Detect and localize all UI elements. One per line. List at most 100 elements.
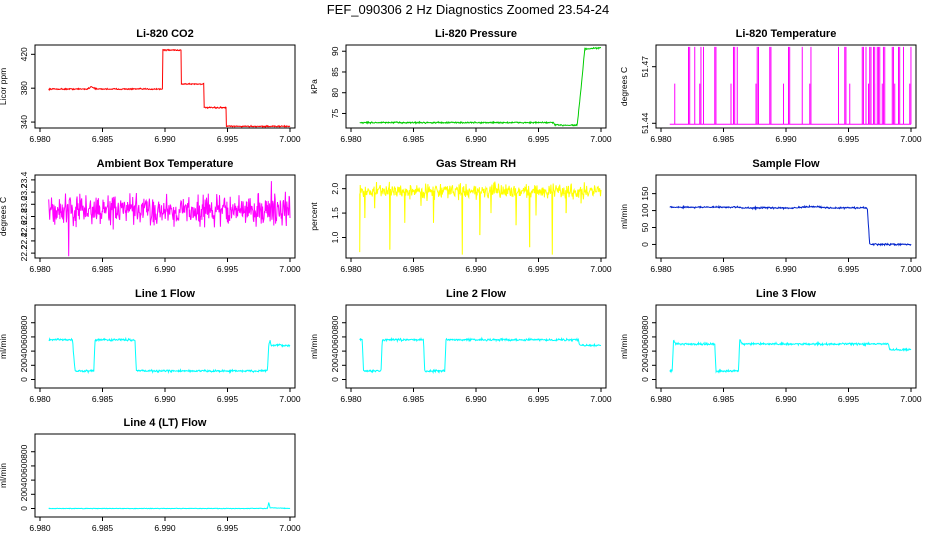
y-tick-label: 200: [19, 487, 29, 501]
y-tick-label: 1.5: [330, 207, 340, 219]
x-tick-label: 6.985: [713, 134, 735, 144]
y-tick-label: 90: [330, 46, 340, 56]
y-tick-label: 22.4: [19, 232, 29, 249]
plot-frame: [34, 304, 296, 389]
y-tick-label: 100: [640, 203, 650, 217]
x-tick-label: 6.980: [340, 264, 362, 274]
y-tick-label: 51.47: [640, 56, 650, 78]
y-axis-label: ml/min: [309, 334, 319, 359]
x-tick-label: 6.985: [713, 394, 735, 404]
y-tick-label: 23.4: [19, 171, 29, 188]
y-tick-label: 1.0: [330, 231, 340, 243]
panel-title: Line 4 (LT) Flow: [124, 417, 207, 429]
x-tick-label: 6.985: [713, 264, 735, 274]
x-tick-label: 6.995: [217, 134, 239, 144]
panel-10: Line 4 (LT) Flow ml/min 6.980 6.985 6.990 6.9…: [0, 417, 301, 533]
series-line: [48, 336, 291, 375]
y-tick-label: 0: [19, 377, 29, 382]
panel-1: Li-820 CO2 Licor ppm 6.980 6.985 6.990 6.995 7…: [0, 28, 301, 144]
y-axis-label: ml/min: [619, 334, 629, 359]
x-tick-label: 6.995: [528, 134, 550, 144]
x-tick-label: 6.990: [154, 523, 176, 533]
x-tick-label: 6.980: [29, 264, 51, 274]
y-tick-label: 22.8: [19, 208, 29, 225]
series-line: [359, 46, 602, 127]
x-tick-label: 6.990: [775, 134, 797, 144]
y-tick-label: 800: [19, 315, 29, 329]
y-axis-label: degrees C: [0, 197, 8, 236]
x-tick-label: 7.000: [590, 394, 612, 404]
panel-4: Ambient Box Temperature degrees C 6.980 6.9…: [0, 158, 301, 274]
x-tick-label: 6.990: [465, 134, 487, 144]
panel-8: Line 2 Flow ml/min 6.980 6.985 6.990 6.995 7.0…: [309, 288, 612, 404]
figure-title: FEF_090306 2 Hz Diagnostics Zoomed 23.54…: [326, 2, 610, 17]
panel-title: Sample Flow: [752, 158, 820, 170]
y-axis-label: degrees C: [619, 67, 629, 106]
x-tick-label: 6.980: [340, 394, 362, 404]
x-tick-label: 6.995: [838, 134, 860, 144]
y-axis-label: kPa: [309, 79, 319, 94]
x-tick-label: 6.980: [29, 394, 51, 404]
y-tick-label: 400: [19, 344, 29, 358]
panel-title: Ambient Box Temperature: [97, 158, 234, 170]
x-tick-label: 7.000: [900, 394, 922, 404]
x-tick-label: 6.985: [92, 394, 114, 404]
panel-title: Li-820 CO2: [136, 28, 193, 40]
y-tick-label: 340: [19, 115, 29, 129]
plot-frame: [34, 433, 296, 518]
y-tick-label: 200: [640, 358, 650, 372]
panel-title: Li-820 Temperature: [736, 28, 837, 40]
series-line: [669, 339, 912, 374]
x-tick-label: 6.980: [650, 394, 672, 404]
x-tick-label: 6.985: [403, 134, 425, 144]
x-tick-label: 6.995: [528, 394, 550, 404]
x-tick-label: 7.000: [900, 264, 922, 274]
x-tick-label: 7.000: [590, 264, 612, 274]
y-tick-label: 23.0: [19, 196, 29, 213]
y-axis-label: ml/min: [0, 334, 8, 359]
panel-9: Line 3 Flow ml/min 6.980 6.985 6.990 6.995 7.0…: [619, 288, 922, 404]
y-tick-label: 600: [640, 330, 650, 344]
y-tick-label: 22.6: [19, 220, 29, 237]
y-axis-label: ml/min: [619, 204, 629, 229]
x-tick-label: 6.990: [465, 394, 487, 404]
x-tick-label: 6.995: [838, 264, 860, 274]
y-tick-label: 600: [330, 330, 340, 344]
series-line: [669, 204, 912, 247]
x-tick-label: 7.000: [279, 523, 301, 533]
y-tick-label: 0: [19, 506, 29, 511]
x-tick-label: 6.985: [92, 264, 114, 274]
y-tick-label: 0: [640, 377, 650, 382]
panel-5: Gas Stream RH percent 6.980 6.985 6.990 6.995…: [309, 158, 612, 274]
y-tick-label: 75: [330, 108, 340, 118]
y-tick-label: 800: [19, 444, 29, 458]
x-tick-label: 7.000: [279, 394, 301, 404]
panel-2: Li-820 Pressure kPa 6.980 6.985 6.990 6.995 7.…: [309, 28, 612, 144]
plot-frame: [655, 174, 917, 259]
x-tick-label: 7.000: [279, 134, 301, 144]
y-axis-label: percent: [309, 202, 319, 231]
y-axis-label: ml/min: [0, 463, 8, 488]
x-tick-label: 7.000: [590, 134, 612, 144]
series-line: [48, 48, 291, 128]
y-axis-label: Licor ppm: [0, 68, 8, 105]
panel-title: Line 3 Flow: [756, 288, 816, 300]
x-tick-label: 6.985: [403, 264, 425, 274]
y-tick-label: 800: [640, 315, 650, 329]
y-tick-label: 200: [19, 358, 29, 372]
x-tick-label: 6.995: [217, 523, 239, 533]
x-tick-label: 6.990: [154, 134, 176, 144]
x-tick-label: 6.990: [154, 264, 176, 274]
panel-title: Gas Stream RH: [436, 158, 516, 170]
x-tick-label: 6.990: [775, 264, 797, 274]
x-tick-label: 6.995: [217, 394, 239, 404]
x-tick-label: 6.990: [775, 394, 797, 404]
y-tick-label: 50: [640, 223, 650, 233]
x-tick-label: 6.980: [650, 264, 672, 274]
y-tick-label: 2.0: [330, 182, 340, 194]
y-tick-label: 85: [330, 67, 340, 77]
x-tick-label: 6.995: [838, 394, 860, 404]
x-tick-label: 6.995: [217, 264, 239, 274]
y-tick-label: 400: [19, 473, 29, 487]
y-tick-label: 380: [19, 81, 29, 95]
